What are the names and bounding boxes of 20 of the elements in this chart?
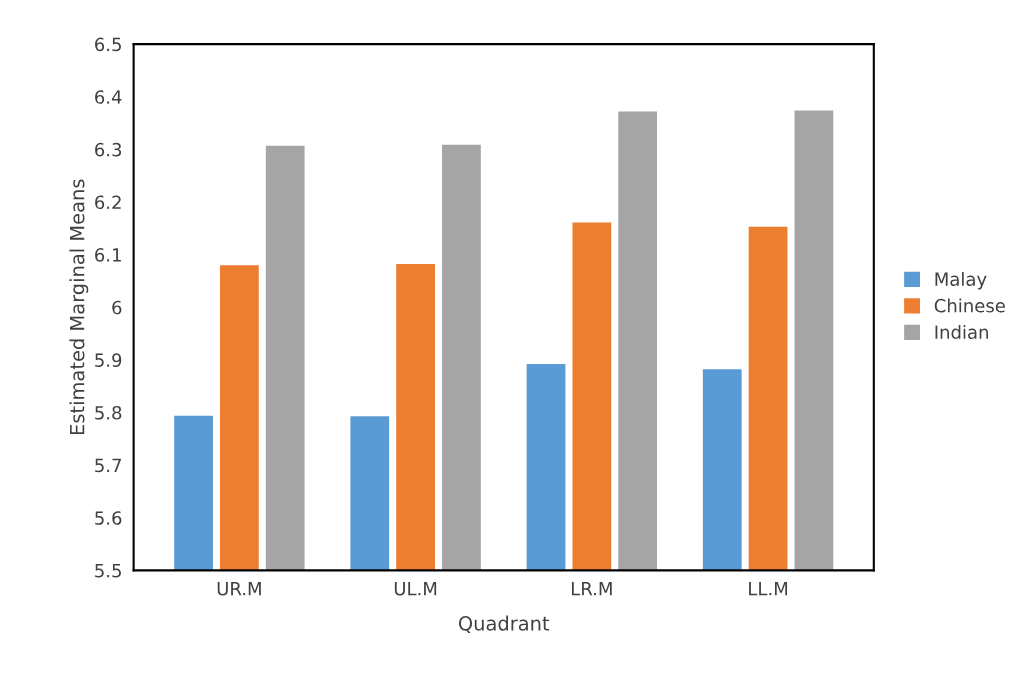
y-tick-label: 5.8 [95, 405, 122, 420]
legend-label: Chinese [934, 298, 1005, 313]
y-tick-label: 6.2 [95, 195, 121, 210]
y-tick-label: 5.9 [95, 353, 122, 367]
y-tick-label: 6.5 [95, 37, 121, 52]
y-axis-title: Estimated Marginal Means [69, 179, 89, 435]
x-axis-title: Quadrant [458, 615, 550, 633]
y-tick-label: 6.1 [95, 248, 121, 262]
y-tick-label: 5.6 [95, 511, 122, 525]
x-tick-label: UR.M [217, 582, 261, 596]
y-tick-label: 6.3 [95, 142, 122, 157]
y-tick-label: 6 [112, 300, 122, 315]
x-tick-label: LR.M [571, 582, 612, 596]
y-tick-label: 5.5 [95, 564, 121, 578]
x-tick-label: LL.M [749, 582, 788, 596]
x-tick-label: UL.M [394, 582, 437, 596]
y-tick-label: 5.7 [95, 458, 121, 473]
legend-label: Indian [935, 325, 988, 339]
y-tick-label: 6.4 [95, 90, 122, 104]
legend-label: Malay [935, 272, 987, 290]
